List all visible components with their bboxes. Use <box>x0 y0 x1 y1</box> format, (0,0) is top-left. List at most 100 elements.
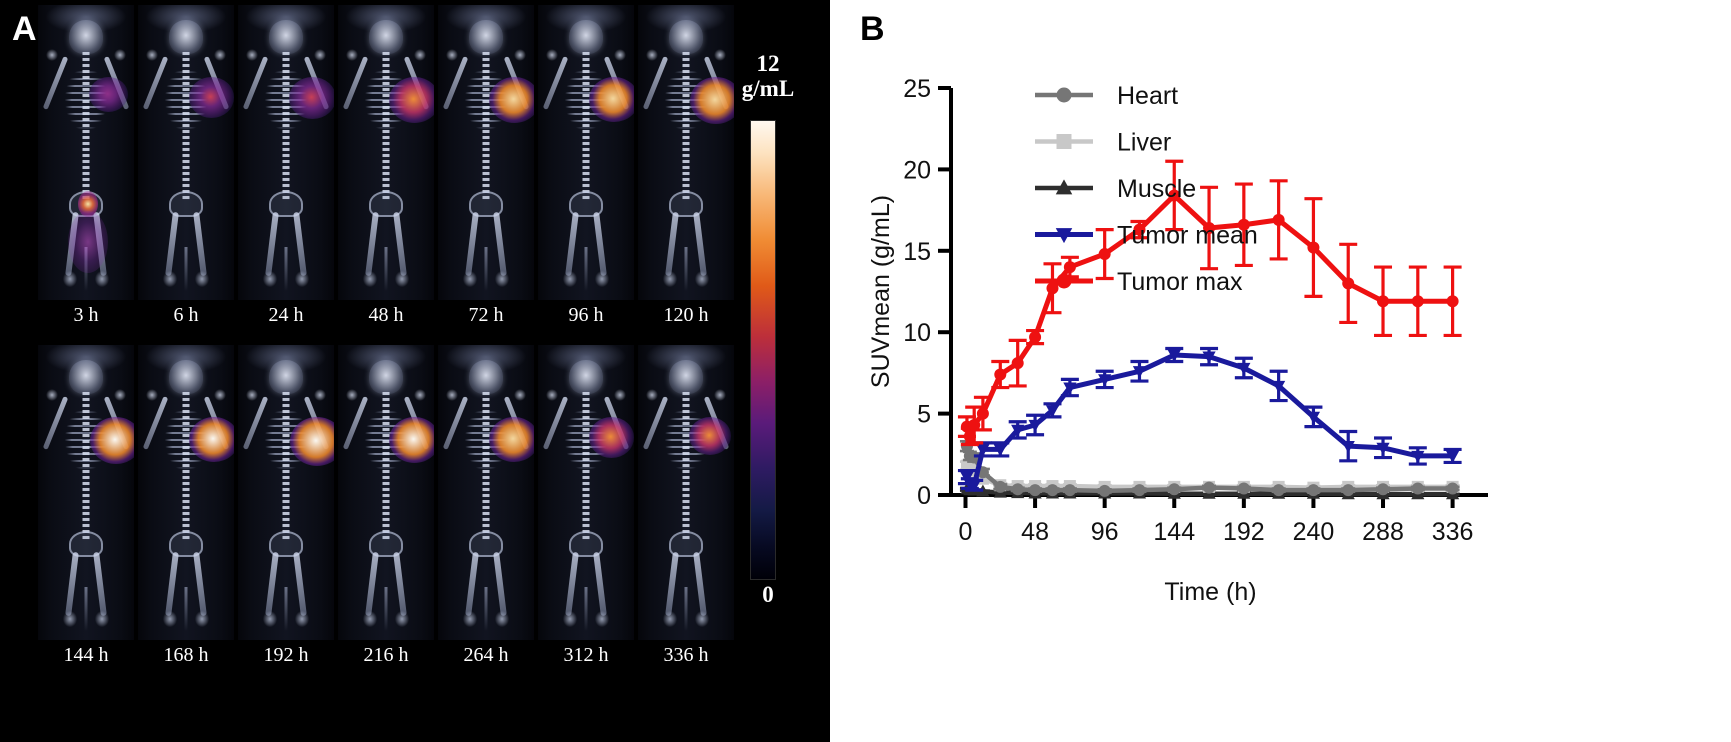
right-paw <box>314 389 326 402</box>
chart-legend: Heart Liver Muscle Tumor mean Tumor max <box>1035 82 1258 296</box>
skull-anatomy <box>169 19 203 54</box>
right-foot <box>595 270 609 287</box>
right-foot <box>695 610 709 627</box>
pet-ct-frame <box>138 345 234 640</box>
left-hindlimb <box>365 551 379 616</box>
right-paw <box>714 389 726 402</box>
pet-ct-frame <box>638 5 734 300</box>
x-tick-label: 144 <box>1153 518 1195 546</box>
data-point <box>963 430 976 443</box>
mouse-scan-image <box>438 5 534 300</box>
frame-time-label: 216 h <box>363 644 409 666</box>
x-tick-label: 192 <box>1223 518 1265 546</box>
data-point <box>1203 222 1216 235</box>
skull-anatomy <box>369 19 403 54</box>
left-hindlimb <box>465 551 479 616</box>
tail-anatomy <box>684 246 688 291</box>
data-point <box>1272 380 1286 393</box>
frame-time-label: 3 h <box>73 304 99 326</box>
legend-item-heart[interactable]: Heart <box>1035 82 1178 110</box>
data-point <box>1376 442 1390 455</box>
data-point <box>1011 357 1024 370</box>
left-foot <box>263 270 277 287</box>
frame-time-label: 312 h <box>563 644 609 666</box>
skull-anatomy <box>69 19 103 54</box>
image-row-2: 144 h 168 h 192 h 216 h 264 h 312 h 336 h <box>38 345 738 666</box>
y-axis-title: SUVmean (g/mL) <box>867 195 895 388</box>
right-paw <box>314 49 326 62</box>
legend-item-liver[interactable]: Liver <box>1035 129 1171 157</box>
data-point <box>1342 277 1355 290</box>
x-tick-label: 0 <box>959 518 973 546</box>
image-row-1: 3 h 6 h 24 h 48 h 72 h 96 h 120 h <box>38 5 738 326</box>
right-hindlimb <box>93 551 107 616</box>
left-paw <box>446 389 458 402</box>
tail-anatomy <box>484 586 488 631</box>
right-paw <box>514 49 526 62</box>
frame-time-label: 144 h <box>63 644 109 666</box>
left-paw <box>46 49 58 62</box>
left-foot <box>163 270 177 287</box>
left-paw <box>546 389 558 402</box>
left-foot <box>363 270 377 287</box>
frame-time-label: 120 h <box>663 304 709 326</box>
skull-anatomy <box>69 359 103 394</box>
mouse-scan-image <box>38 345 134 640</box>
data-point <box>1411 450 1425 463</box>
panel-a-pet-ct-images: A 3 h 6 h 24 h 48 h 72 h 96 h 120 h 144 h 168 h… <box>0 0 830 742</box>
tail-anatomy <box>484 246 488 291</box>
left-hindlimb <box>165 551 179 616</box>
left-foot <box>263 610 277 627</box>
right-hindlimb <box>393 551 407 616</box>
frame-time-label: 6 h <box>173 304 199 326</box>
x-tick-label: 288 <box>1362 518 1404 546</box>
right-foot <box>395 270 409 287</box>
skull-anatomy <box>569 19 603 54</box>
pet-ct-frame <box>538 345 634 640</box>
mouse-scan-image <box>238 5 334 300</box>
legend-label: Heart <box>1117 82 1178 110</box>
mouse-scan-image <box>638 5 734 300</box>
left-foot <box>463 270 477 287</box>
pet-ct-frame <box>538 5 634 300</box>
colorbar-gradient <box>750 120 776 580</box>
data-point <box>1133 484 1146 497</box>
pet-ct-frame <box>238 5 334 300</box>
tail-anatomy <box>284 586 288 631</box>
right-paw <box>614 389 626 402</box>
frame-time-label: 264 h <box>463 644 509 666</box>
chart-svg: 0 5 10 15 20 25 0 48 96 144 192 240 288 336 Time (h) SU… <box>867 75 1488 606</box>
series-line <box>964 192 1456 439</box>
data-point <box>1341 441 1355 454</box>
pet-ct-frame <box>338 5 434 300</box>
pet-ct-frame <box>38 5 134 300</box>
skull-anatomy <box>669 19 703 54</box>
pet-ct-frame <box>638 345 734 640</box>
skull-anatomy <box>669 359 703 394</box>
left-hindlimb <box>165 211 179 276</box>
data-point <box>1377 295 1390 308</box>
data-point <box>1168 189 1181 202</box>
legend-item-tumor-max[interactable]: Tumor max <box>1035 268 1243 296</box>
y-tick-label: 25 <box>903 75 931 103</box>
legend-label: Tumor max <box>1117 268 1243 296</box>
tail-anatomy <box>184 246 188 291</box>
skull-anatomy <box>569 359 603 394</box>
data-point <box>1411 295 1424 308</box>
spine-anatomy <box>682 392 690 540</box>
legend-marker <box>1056 87 1072 103</box>
legend-marker <box>1055 179 1073 195</box>
left-foot <box>363 610 377 627</box>
tail-anatomy <box>384 246 388 291</box>
data-point <box>1306 411 1321 424</box>
right-foot <box>695 270 709 287</box>
left-paw <box>146 49 158 62</box>
legend-item-muscle[interactable]: Muscle <box>1035 175 1196 203</box>
frame-time-label: 336 h <box>663 644 709 666</box>
legend-item-tumor-mean[interactable]: Tumor mean <box>1035 222 1258 250</box>
data-point <box>1307 484 1320 497</box>
tail-anatomy <box>184 586 188 631</box>
mouse-scan-image <box>138 5 234 300</box>
x-axis-ticks: 0 48 96 144 192 240 288 336 <box>959 495 1473 546</box>
data-point <box>994 368 1007 381</box>
